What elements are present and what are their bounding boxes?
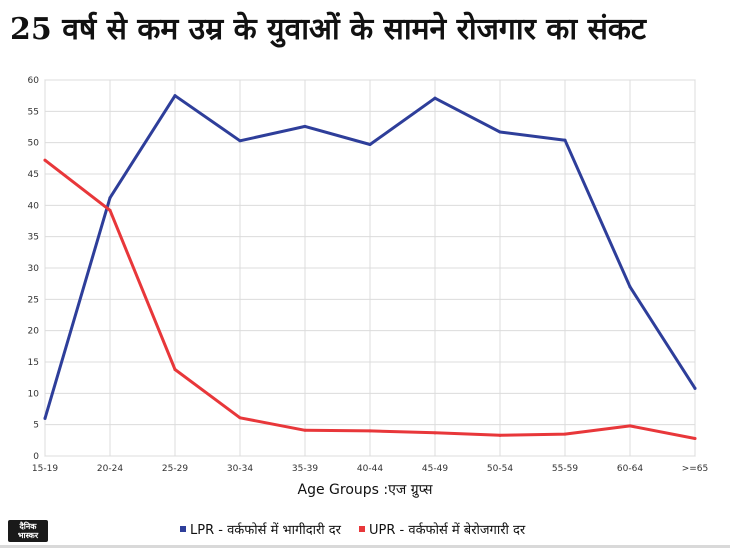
data-point-lpr xyxy=(628,285,632,289)
legend-item-lpr: LPR - वर्कफोर्स में भागीदारी दर xyxy=(180,520,341,538)
y-axis-ticks: 0 5 10 15 20 25 30 35 40 45 50 55 60 xyxy=(28,76,40,462)
grid xyxy=(44,79,696,457)
data-point-upr xyxy=(368,429,372,433)
data-point-upr xyxy=(43,158,47,162)
x-axis-label: Age Groups :एज ग्रुप्स xyxy=(297,482,433,498)
logo-line2: भास्कर xyxy=(17,531,39,540)
x-tick-label: 20-24 xyxy=(97,464,123,474)
x-tick-label: 30-34 xyxy=(227,464,253,474)
legend-swatch-upr xyxy=(359,526,365,532)
data-point-lpr xyxy=(43,416,47,420)
y-tick-label: 15 xyxy=(28,358,39,368)
legend: LPR - वर्कफोर्स में भागीदारी दर UPR - वर… xyxy=(180,520,525,538)
data-point-lpr xyxy=(433,96,437,100)
x-tick-label: 45-49 xyxy=(422,464,448,474)
series-lines xyxy=(43,94,697,440)
data-point-upr xyxy=(693,436,697,440)
x-tick-label: >=65 xyxy=(682,464,709,474)
data-point-upr xyxy=(303,428,307,432)
y-tick-label: 40 xyxy=(28,201,40,211)
data-point-lpr xyxy=(368,143,372,147)
footer-divider xyxy=(0,545,730,548)
y-tick-label: 50 xyxy=(28,139,40,149)
x-tick-label: 55-59 xyxy=(552,464,578,474)
y-tick-label: 10 xyxy=(28,389,40,399)
data-point-lpr xyxy=(303,124,307,128)
chart-title: 25 वर्ष से कम उम्र के युवाओं के सामने रो… xyxy=(10,12,647,47)
data-point-lpr xyxy=(498,130,502,134)
x-axis-ticks: 15-19 20-24 25-29 30-34 35-39 40-44 45-49 50-54… xyxy=(32,464,708,474)
x-tick-label: 60-64 xyxy=(617,464,643,474)
data-point-lpr xyxy=(173,94,177,98)
legend-label-upr: UPR - वर्कफोर्स में बेरोजगारी दर xyxy=(369,523,526,538)
x-tick-label: 40-44 xyxy=(357,464,383,474)
data-point-lpr xyxy=(563,138,567,142)
data-point-lpr xyxy=(238,139,242,143)
legend-swatch-lpr xyxy=(180,526,186,532)
legend-label-lpr: LPR - वर्कफोर्स में भागीदारी दर xyxy=(190,523,341,538)
y-tick-label: 25 xyxy=(28,295,39,305)
data-point-upr xyxy=(563,432,567,436)
y-tick-label: 5 xyxy=(33,421,39,431)
data-point-upr xyxy=(238,416,242,420)
x-tick-label: 15-19 xyxy=(32,464,58,474)
y-tick-label: 30 xyxy=(28,264,40,274)
x-tick-label: 35-39 xyxy=(292,464,318,474)
legend-item-upr: UPR - वर्कफोर्स में बेरोजगारी दर xyxy=(359,520,525,538)
y-tick-label: 45 xyxy=(28,170,39,180)
x-tick-label: 50-54 xyxy=(487,464,513,474)
x-tick-label: 25-29 xyxy=(162,464,188,474)
data-point-upr xyxy=(628,424,632,428)
y-tick-label: 35 xyxy=(28,233,39,243)
data-point-lpr xyxy=(108,196,112,200)
y-tick-label: 60 xyxy=(28,76,40,86)
brand-logo: दैनिक भास्कर xyxy=(8,520,48,542)
y-tick-label: 55 xyxy=(28,107,39,117)
logo-line1: दैनिक xyxy=(19,522,37,531)
y-tick-label: 20 xyxy=(28,327,40,337)
y-tick-label: 0 xyxy=(33,452,39,462)
data-point-upr xyxy=(173,368,177,372)
data-point-upr xyxy=(108,208,112,212)
data-point-upr xyxy=(433,431,437,435)
data-point-upr xyxy=(498,433,502,437)
data-point-lpr xyxy=(693,386,697,390)
